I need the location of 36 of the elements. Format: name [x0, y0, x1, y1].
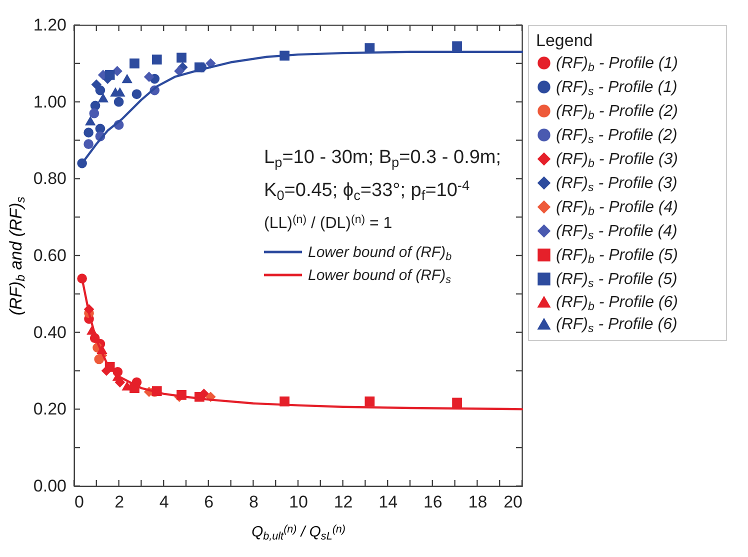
legend-label: (RF)$_{s}$ - Profile (6): [556, 316, 678, 335]
y-tick-label: 0.00: [33, 476, 66, 496]
x-tick-label: 12: [334, 492, 353, 512]
annotation: K$_{0}$=0.45; ϕ$_{c}$=33°; p$_{f}$=10$^{-4}$: [264, 178, 470, 202]
legend-label: (RF)$_{b}$ - Profile (1): [556, 55, 678, 74]
legend-label: (RF)$_{b}$ - Profile (2): [556, 103, 678, 122]
x-tick-label: 0: [74, 492, 84, 512]
legend-label: Lower bound of (RF)$_{b}$: [308, 244, 452, 263]
legend-label: (RF)$_{b}$ - Profile (5): [556, 247, 678, 266]
x-tick-label: 18: [468, 492, 488, 512]
x-tick-label: 4: [159, 492, 169, 512]
legend-label: (RF)$_{s}$ - Profile (5): [556, 271, 678, 290]
x-tick-label: 8: [248, 492, 258, 512]
annotation: L$_{p}$=10 - 30m; B$_{p}$=0.3 - 0.9m;: [264, 147, 502, 170]
x-tick-label: 20: [504, 492, 522, 512]
x-tick-label: 16: [423, 492, 442, 512]
legend-label: Lower bound of (RF)$_{s}$: [308, 267, 452, 286]
y-tick-label: 0.80: [33, 169, 66, 188]
x-tick-label: 10: [289, 492, 308, 512]
y-tick-label: 0.40: [33, 322, 66, 342]
legend-label: (RF)$_{s}$ - Profile (3): [556, 175, 678, 194]
y-tick-label: 1.20: [33, 16, 66, 34]
legend-label: (RF)$_{b}$ - Profile (4): [556, 199, 678, 218]
y-tick-label: 1.00: [33, 92, 66, 112]
legend-label: (RF)$_{s}$ - Profile (2): [556, 127, 678, 146]
x-tick-label: 14: [378, 492, 398, 512]
legend-label: (RF)$_{b}$ - Profile (6): [556, 294, 678, 313]
y-tick-label: 0.60: [33, 246, 66, 265]
legend-label: (RF)$_{b}$ - Profile (3): [556, 151, 678, 170]
x-tick-label: 2: [114, 492, 124, 512]
annotation: (LL)$^{(n)}$ / (DL)$^{(n)}$ = 1: [264, 214, 392, 232]
legend-label: (RF)$_{s}$ - Profile (4): [556, 223, 678, 242]
legend-label: (RF)$_{s}$ - Profile (1): [556, 79, 678, 98]
legend-title: Legend: [536, 31, 593, 50]
y-tick-label: 0.20: [33, 400, 66, 419]
x-tick-label: 6: [204, 492, 214, 512]
